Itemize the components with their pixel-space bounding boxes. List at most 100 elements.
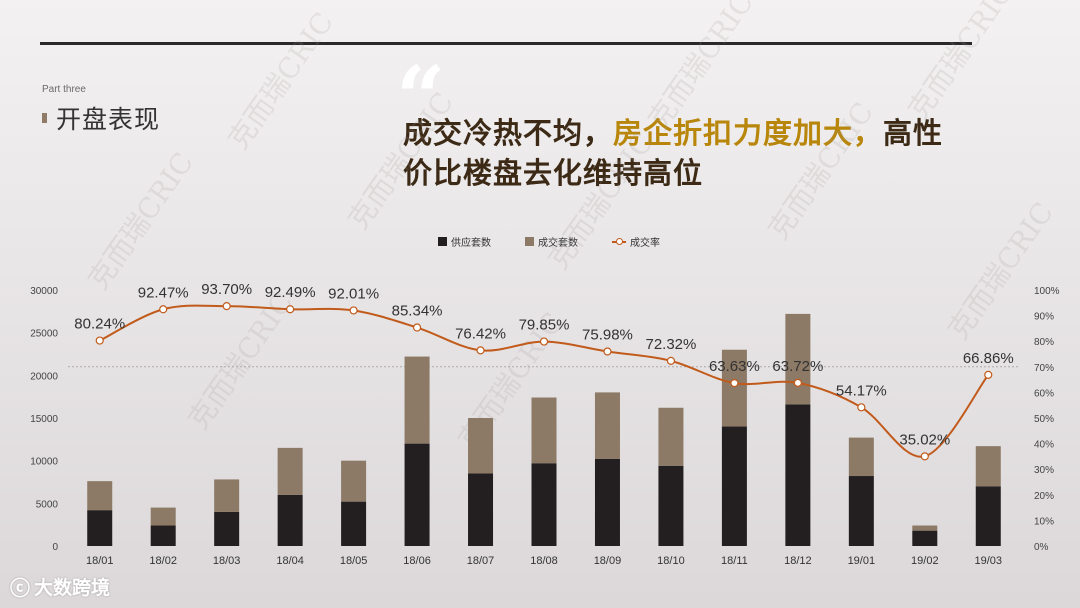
- bar-supply: [531, 463, 557, 546]
- rate-data-label: 63.72%: [772, 358, 823, 375]
- rate-data-label: 66.86%: [963, 350, 1014, 367]
- headline-segment: 价比楼盘去化维持高位: [403, 156, 704, 190]
- rate-point: [286, 305, 295, 314]
- y-left-tick-label: 30000: [30, 286, 58, 297]
- headline-line-1: 成交冷热不均，房企折扣力度加大，高性: [403, 110, 943, 152]
- y-right-tick-label: 100%: [1034, 286, 1060, 297]
- chart-legend: 供应套数 成交套数 成交率: [438, 234, 660, 249]
- bar-supply: [721, 426, 747, 546]
- bar-deal: [150, 507, 176, 526]
- rate-point: [349, 306, 358, 315]
- bar-supply: [277, 494, 303, 546]
- x-tick-label: 18/10: [657, 555, 685, 567]
- legend-swatch-deal: [525, 237, 534, 246]
- rate-point: [159, 305, 168, 314]
- rate-point: [793, 378, 802, 387]
- rate-data-label: 92.49%: [265, 284, 316, 301]
- section-title-text: 开盘表现: [56, 105, 161, 134]
- x-tick-label: 18/08: [530, 555, 558, 567]
- legend-item-deal: 成交套数: [525, 234, 578, 249]
- bar-deal: [277, 447, 303, 495]
- rate-point: [222, 302, 231, 311]
- rate-point: [412, 323, 422, 332]
- headline-segment: 成交冷热不均，: [403, 116, 614, 150]
- y-left-tick-label: 5000: [36, 499, 59, 510]
- bar-supply: [404, 443, 430, 546]
- x-tick-label: 18/06: [403, 555, 431, 567]
- x-tick-label: 18/09: [594, 555, 622, 567]
- x-tick-label: 18/04: [276, 555, 304, 567]
- bar-supply: [150, 525, 176, 546]
- bar-supply: [594, 458, 620, 546]
- bar-deal: [87, 481, 113, 511]
- bar-deal: [594, 392, 620, 459]
- bar-deal: [214, 479, 240, 512]
- x-tick-label: 18/12: [784, 555, 812, 567]
- headline-segment: 房企折扣力度加大，: [613, 116, 884, 150]
- section-bullet: [42, 113, 47, 123]
- y-right-tick-label: 30%: [1034, 465, 1054, 476]
- bar-deal: [531, 397, 557, 464]
- x-tick-label: 18/07: [467, 555, 495, 567]
- y-left-tick-label: 20000: [30, 371, 58, 382]
- y-right-tick-label: 10%: [1034, 516, 1054, 527]
- y-left-tick-label: 25000: [30, 329, 58, 340]
- speech-bubble-icon: ⓒ: [10, 576, 30, 600]
- x-tick-label: 19/01: [848, 555, 876, 567]
- bar-supply: [912, 530, 938, 546]
- y-left-tick-label: 15000: [30, 414, 58, 425]
- x-tick-label: 19/02: [911, 555, 939, 567]
- bar-deal: [785, 313, 811, 405]
- legend-swatch-supply: [438, 237, 447, 246]
- section-title: 开盘表现: [42, 100, 160, 136]
- rate-point: [730, 379, 739, 388]
- bar-deal: [975, 446, 1001, 487]
- y-right-tick-label: 80%: [1034, 337, 1054, 348]
- y-right-tick-label: 20%: [1034, 491, 1054, 502]
- y-left-tick-label: 10000: [30, 457, 58, 468]
- rate-point: [603, 347, 612, 356]
- y-left-tick-label: 0: [52, 542, 58, 553]
- rate-point: [539, 337, 549, 346]
- legend-item-rate: 成交率: [612, 234, 660, 249]
- bar-deal: [912, 525, 938, 531]
- rate-point: [666, 356, 676, 365]
- legend-line-icon: [612, 237, 626, 246]
- bar-deal: [341, 460, 367, 502]
- x-tick-label: 18/05: [340, 555, 368, 567]
- bar-supply: [341, 501, 367, 546]
- rate-data-label: 75.98%: [582, 326, 633, 343]
- bar-supply: [468, 473, 494, 546]
- bar-supply: [785, 404, 811, 546]
- legend-label-rate: 成交率: [630, 238, 660, 249]
- part-label: Part three: [42, 84, 86, 95]
- y-right-tick-label: 50%: [1034, 414, 1054, 425]
- rate-point: [857, 403, 866, 412]
- x-tick-label: 18/03: [213, 555, 241, 567]
- legend-label-deal: 成交套数: [538, 238, 578, 249]
- rate-data-label: 79.85%: [519, 317, 570, 334]
- legend-item-supply: 供应套数: [438, 234, 491, 249]
- bar-deal: [848, 437, 874, 477]
- y-right-tick-label: 0%: [1034, 542, 1049, 553]
- y-right-tick-label: 90%: [1034, 312, 1054, 323]
- bar-supply: [975, 486, 1001, 546]
- y-right-tick-label: 40%: [1034, 440, 1054, 451]
- headline-segment: 高性: [883, 116, 944, 150]
- legend-label-supply: 供应套数: [451, 238, 491, 249]
- x-tick-label: 18/02: [149, 555, 177, 567]
- brand: ⓒ 大数跨境: [10, 572, 110, 601]
- bar-deal: [404, 356, 430, 444]
- rate-data-label: 92.01%: [328, 285, 379, 302]
- rate-data-label: 76.42%: [455, 325, 506, 342]
- rate-data-label: 92.47%: [138, 284, 189, 301]
- bar-supply: [658, 465, 684, 546]
- headline-line-2: 价比楼盘去化维持高位: [403, 150, 703, 192]
- y-right-tick-label: 70%: [1034, 363, 1054, 374]
- brand-name: 大数跨境: [34, 577, 111, 599]
- bar-supply: [848, 476, 874, 546]
- quote-mark: “: [396, 48, 446, 149]
- top-rule: [40, 42, 972, 45]
- rate-data-label: 35.02%: [899, 431, 950, 448]
